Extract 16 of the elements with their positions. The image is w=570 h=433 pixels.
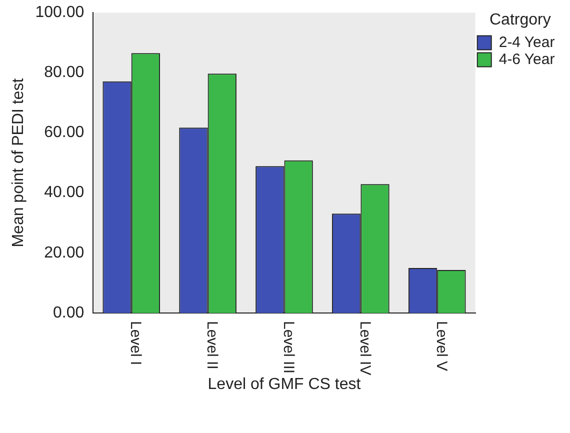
- x-tick-label: Level II: [204, 321, 221, 370]
- x-tick-label: Level III: [280, 321, 298, 374]
- y-axis-title: Mean point of PEDI test: [10, 78, 28, 248]
- legend-title: Catrgory: [489, 11, 551, 28]
- y-tick-label: 100.00: [35, 4, 84, 22]
- legend-label: 4-6 Year: [498, 50, 555, 68]
- y-tick-label: 0.00: [52, 304, 84, 322]
- x-tick-label: Level IV: [356, 321, 374, 376]
- y-tick-label: 20.00: [44, 244, 84, 262]
- y-tick-label: 40.00: [44, 184, 84, 202]
- x-axis-title: Level of GMF CS test: [208, 376, 362, 393]
- y-tick-label: 60.00: [44, 124, 84, 142]
- x-tick-label: Level V: [432, 321, 450, 372]
- y-tick-label: 80.00: [44, 64, 84, 82]
- x-tick-label: Level I: [127, 321, 144, 366]
- legend-label: 2-4 Year: [498, 34, 555, 51]
